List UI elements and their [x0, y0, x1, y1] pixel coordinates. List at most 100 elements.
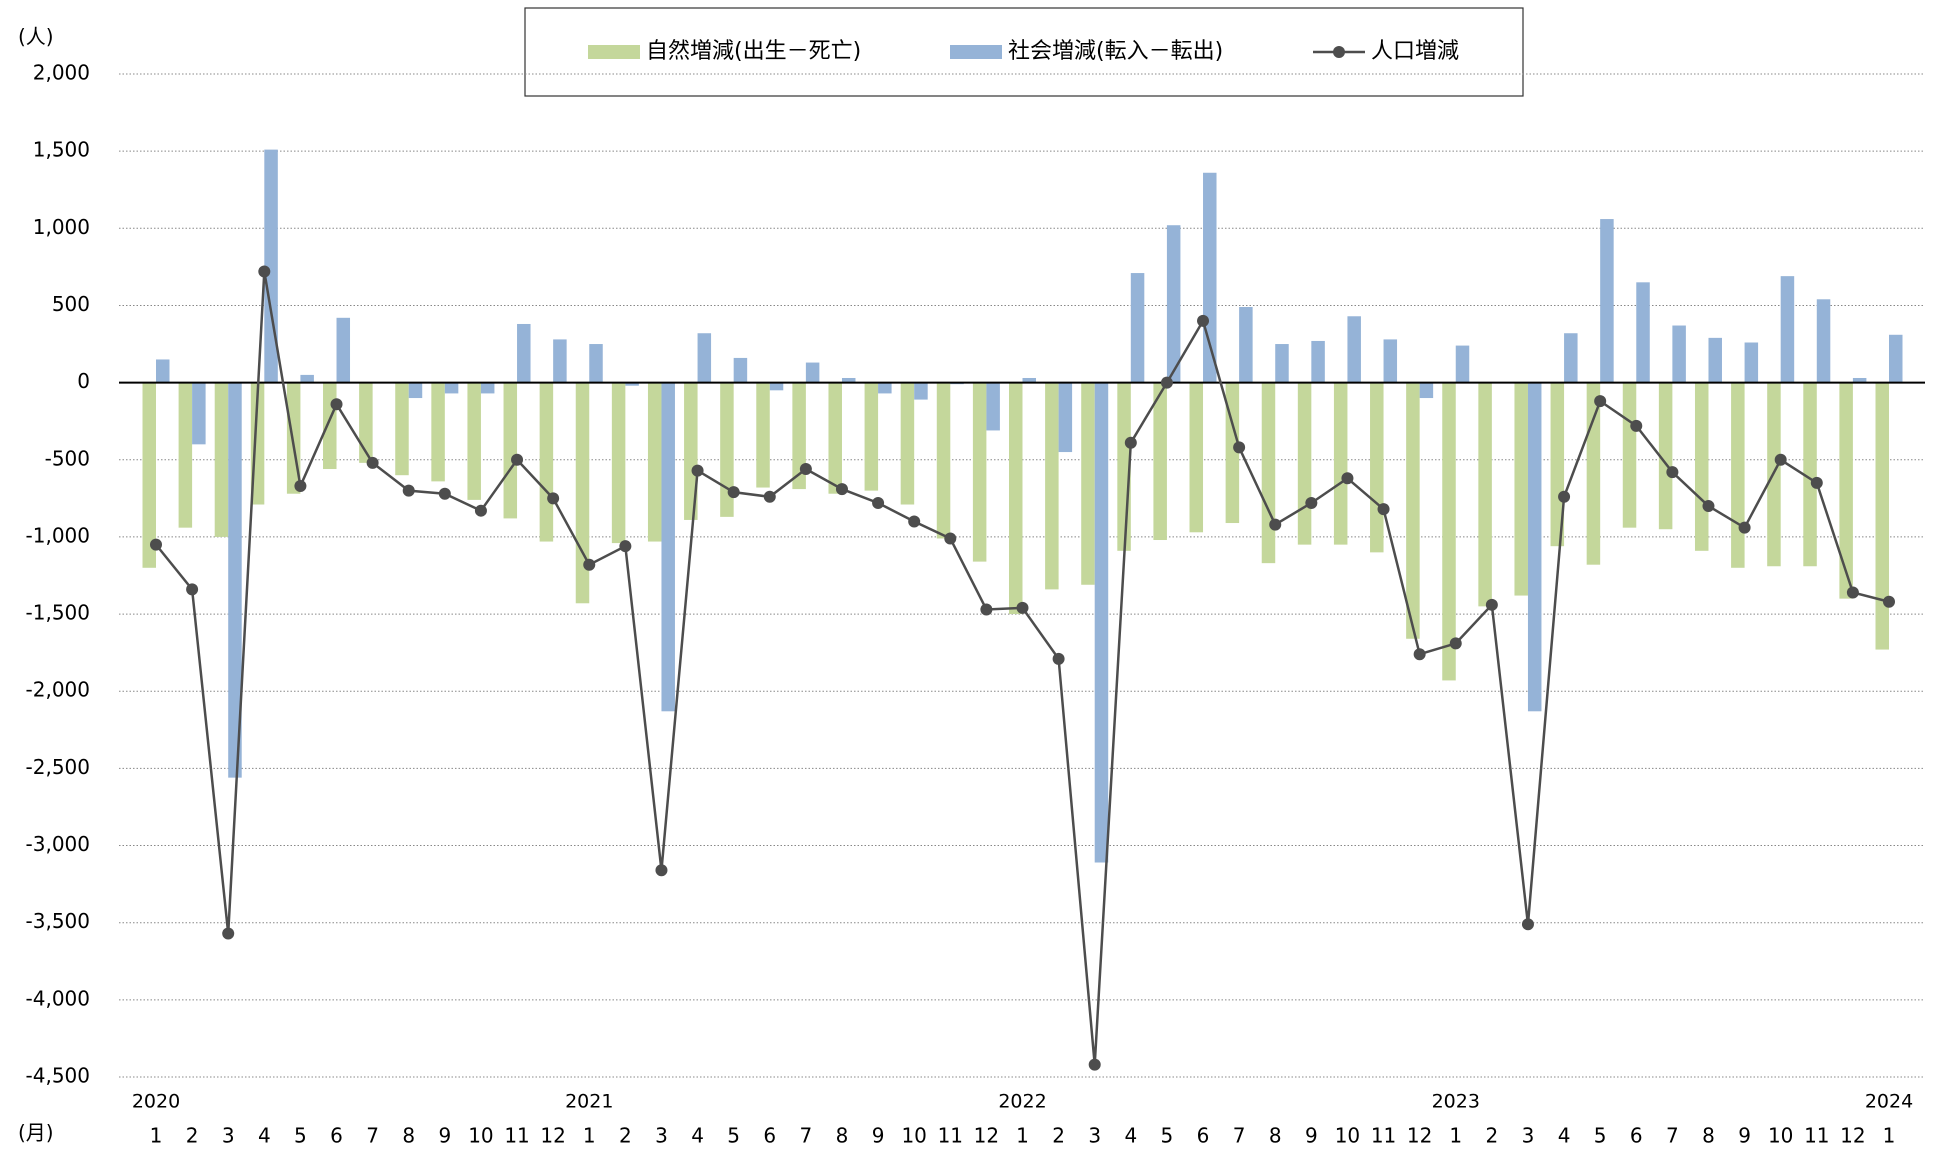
bar: [503, 382, 518, 519]
bar: [1478, 382, 1492, 607]
line-point: [1485, 598, 1498, 611]
bar: [1731, 382, 1745, 568]
line-point: [908, 515, 921, 528]
bar: [553, 339, 567, 383]
line-point: [619, 540, 632, 553]
line-point: [1305, 496, 1318, 509]
line-point: [222, 927, 235, 940]
x-tick-label: 11: [504, 1124, 529, 1148]
bar: [214, 382, 229, 537]
y-tick-label: -1,000: [26, 523, 90, 547]
bar: [1744, 342, 1759, 383]
bar: [408, 382, 423, 399]
bar: [1514, 382, 1528, 596]
x-tick-label: 2: [1485, 1124, 1498, 1148]
x-tick-label: 3: [222, 1124, 235, 1148]
line-point: [1377, 503, 1390, 516]
bar: [539, 382, 554, 542]
x-tick-label: 6: [763, 1124, 776, 1148]
line-point: [583, 558, 596, 571]
line-point: [1016, 601, 1029, 614]
legend-label: 自然増減(出生－死亡): [646, 39, 861, 64]
bar: [1550, 382, 1565, 547]
line-point: [1341, 472, 1354, 485]
bar: [1311, 340, 1325, 383]
bar: [661, 382, 675, 712]
year-label: 2023: [1432, 1091, 1480, 1113]
line-point: [944, 532, 957, 545]
bar: [1694, 382, 1709, 551]
year-label: 2021: [565, 1091, 613, 1113]
x-tick-label: 3: [1088, 1124, 1101, 1148]
bar: [1022, 377, 1036, 383]
bar: [444, 382, 459, 394]
bar: [517, 323, 531, 383]
bar: [756, 382, 770, 488]
line-point: [1052, 652, 1065, 665]
y-tick-label: -4,500: [26, 1064, 90, 1088]
bar: [625, 382, 639, 386]
x-tick-label: 4: [1558, 1124, 1571, 1148]
legend-label: 人口増減: [1371, 39, 1459, 64]
x-tick-label: 8: [402, 1124, 415, 1148]
line-point: [835, 483, 848, 496]
bar: [1780, 276, 1795, 383]
bar: [1333, 382, 1348, 545]
bar: [900, 382, 915, 505]
x-tick-label: 6: [1197, 1124, 1210, 1148]
bar: [395, 382, 409, 476]
x-tick-label: 12: [974, 1124, 999, 1148]
bar: [1419, 382, 1434, 399]
bar: [359, 382, 373, 463]
x-tick-label: 8: [836, 1124, 849, 1148]
x-tick-label: 8: [1269, 1124, 1282, 1148]
line-point: [1883, 595, 1895, 608]
x-unit: (月): [18, 1121, 54, 1145]
bar: [467, 382, 481, 500]
line-point: [1594, 395, 1607, 408]
x-tick-label: 2: [1052, 1124, 1065, 1148]
x-tick-label: 8: [1702, 1124, 1715, 1148]
bar: [1045, 382, 1059, 590]
bar: [431, 382, 445, 482]
bar: [1442, 382, 1456, 681]
x-tick-label: 2: [186, 1124, 199, 1148]
x-tick-label: 5: [1161, 1124, 1174, 1148]
bar: [1852, 377, 1867, 383]
bar: [1058, 382, 1073, 453]
bar: [1889, 334, 1903, 383]
bar: [1455, 345, 1470, 383]
bar: [733, 357, 748, 383]
line-point: [980, 603, 993, 616]
bar: [864, 382, 879, 491]
line-point: [258, 265, 271, 278]
bar: [1153, 382, 1167, 541]
x-tick-label: 9: [1305, 1124, 1318, 1148]
x-tick-label: 5: [727, 1124, 740, 1148]
bar: [828, 382, 842, 494]
line-point: [727, 486, 740, 499]
y-tick-label: 1,500: [33, 138, 90, 162]
line-point: [547, 492, 560, 505]
x-tick-label: 4: [1124, 1124, 1137, 1148]
x-tick-label: 10: [1768, 1124, 1793, 1148]
bar: [878, 382, 892, 394]
line-point: [1738, 521, 1751, 534]
line-point: [366, 456, 379, 469]
x-tick-label: 11: [1371, 1124, 1396, 1148]
y-tick-label: -3,500: [26, 909, 90, 933]
x-tick-label: 1: [1449, 1124, 1462, 1148]
x-tick-label: 3: [1522, 1124, 1535, 1148]
bar: [336, 317, 351, 383]
line-point: [691, 464, 704, 477]
bar: [1708, 337, 1722, 383]
bar: [192, 382, 206, 445]
bar: [142, 382, 156, 568]
x-tick-label: 7: [366, 1124, 379, 1148]
line-point: [150, 538, 162, 551]
x-tick-label: 11: [938, 1124, 963, 1148]
line-point: [186, 583, 199, 596]
legend-swatch: [1333, 46, 1345, 58]
x-tick-label: 1: [150, 1124, 163, 1148]
bar: [805, 362, 820, 383]
